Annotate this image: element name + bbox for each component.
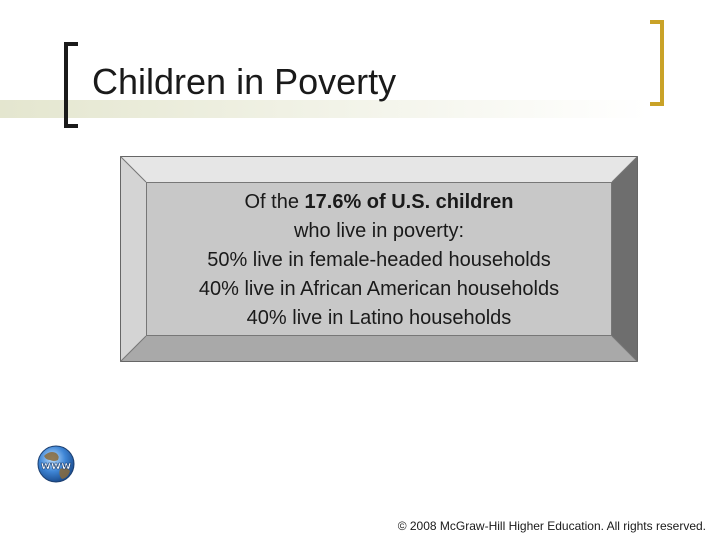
bevel-text-box [120,156,638,362]
right-bracket-decoration [650,20,664,106]
box-line-2: who live in poverty: [293,219,465,242]
bevel-frame [120,156,638,362]
box-line-1: Of the 17.6% of U.S. children [245,188,514,217]
copyright-footer: © 2008 McGraw-Hill Higher Education. All… [397,519,706,533]
box-line-1-prefix: Of the [244,190,305,213]
box-content: Of the 17.6% of U.S. children who live i… [146,182,612,338]
title-band [0,100,720,118]
box-line-1-highlight: 17.6% of U.S. children [304,190,514,213]
box-line-3: 50% live in female-headed households [207,248,551,271]
www-icon-label: www [41,459,72,472]
left-bracket-decoration [64,42,78,128]
box-line-5: 40% live in Latino households [246,306,512,329]
box-line-4: 40% live in African American households [198,277,560,300]
www-globe-icon[interactable]: www [36,444,76,484]
slide-title: Children in Poverty [92,61,397,102]
